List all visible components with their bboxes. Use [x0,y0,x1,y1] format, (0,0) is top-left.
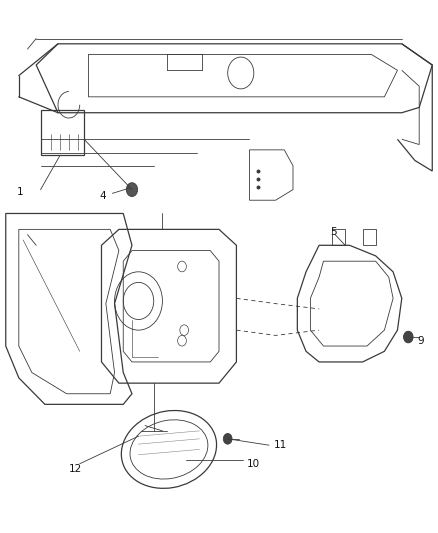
Text: 12: 12 [69,464,82,474]
Text: 4: 4 [99,191,106,201]
Circle shape [223,433,232,444]
Circle shape [403,331,413,343]
Text: 9: 9 [417,336,424,346]
Circle shape [126,183,138,197]
Text: 1: 1 [17,187,23,197]
Text: 5: 5 [330,227,337,237]
Text: 11: 11 [273,440,286,450]
Text: 10: 10 [247,459,261,469]
